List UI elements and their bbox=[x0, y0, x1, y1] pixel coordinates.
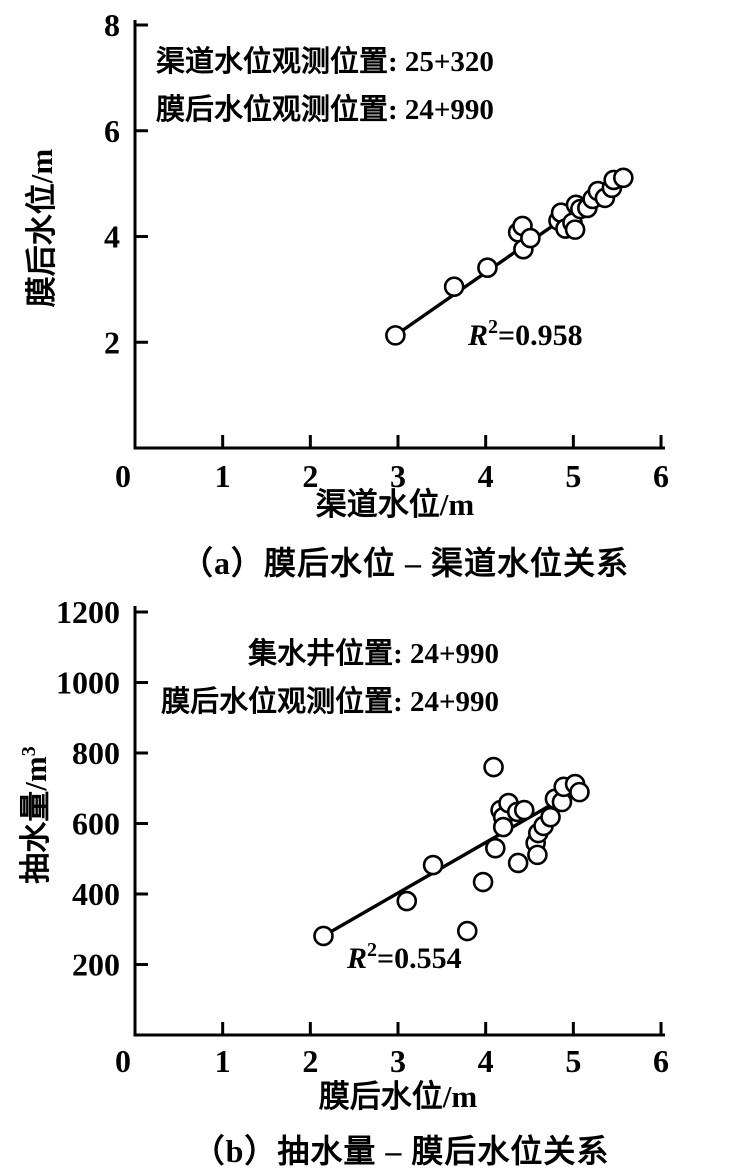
x-tick-label: 1 bbox=[215, 458, 231, 494]
data-point bbox=[483, 756, 504, 778]
y-tick-label: 600 bbox=[72, 806, 120, 842]
x-tick-label: 5 bbox=[565, 1043, 581, 1079]
y-axis-title: 膜后水位/m bbox=[24, 149, 59, 308]
y-tick-label: 1200 bbox=[56, 594, 120, 630]
x-tick-labels: 0 1 2 3 4 5 6 bbox=[115, 458, 669, 494]
annotation-line: 集水井位置: 24+990 bbox=[247, 636, 499, 670]
x-tick-label: 4 bbox=[478, 458, 494, 494]
x-tick-label: 6 bbox=[653, 458, 669, 494]
r-squared-label: R2=0.958 bbox=[467, 316, 583, 352]
x-tick-label: 3 bbox=[390, 458, 406, 494]
axis-ticks bbox=[135, 23, 663, 448]
annotation-line: 膜后水位观测位置: 24+990 bbox=[161, 684, 499, 718]
y-tick-labels: 200 400 600 800 1000 1200 bbox=[56, 594, 120, 983]
data-point bbox=[472, 871, 494, 893]
annotation-line: 膜后水位观测位置: 24+990 bbox=[156, 92, 494, 126]
x-tick-label: 3 bbox=[390, 1043, 406, 1079]
y-tick-label: 4 bbox=[104, 219, 120, 255]
data-point bbox=[564, 219, 586, 240]
y-tick-label: 8 bbox=[104, 7, 120, 43]
x-tick-labels: 0 1 2 3 4 5 6 bbox=[115, 1043, 669, 1079]
y-tick-label: 2 bbox=[104, 324, 120, 360]
scatter-points bbox=[385, 167, 634, 346]
annotation-text: 渠道水位观测位置: 25+320 膜后水位观测位置: 24+990 bbox=[156, 44, 494, 126]
x-tick-label: 1 bbox=[215, 1043, 231, 1079]
data-point bbox=[507, 852, 529, 874]
data-point bbox=[613, 167, 634, 189]
annotation-line: 渠道水位观测位置: 25+320 bbox=[156, 44, 494, 78]
x-tick-label: 2 bbox=[302, 458, 318, 494]
axis-ticks bbox=[135, 610, 663, 1035]
x-tick-label: 5 bbox=[565, 458, 581, 494]
data-point bbox=[540, 806, 561, 828]
x-axis-title: 渠道水位/m bbox=[316, 487, 475, 522]
panel-b-chart: 0 1 2 3 4 5 6 200 400 600 800 1000 1200 抽水量/m3 膜后水位/m 集… bbox=[18, 594, 669, 1114]
data-point bbox=[477, 257, 498, 278]
x-tick-label: 0 bbox=[115, 1043, 131, 1079]
data-point bbox=[443, 276, 465, 298]
x-axis-title: 膜后水位/m bbox=[319, 1079, 478, 1114]
x-tick-label: 2 bbox=[302, 1043, 318, 1079]
y-tick-label: 200 bbox=[72, 947, 120, 983]
axes-frame bbox=[133, 606, 665, 1037]
y-tick-label: 6 bbox=[104, 113, 120, 149]
annotation-text: 集水井位置: 24+990 膜后水位观测位置: 24+990 bbox=[161, 636, 499, 718]
panel-a-caption: （a）膜后水位 – 渠道水位关系 bbox=[180, 545, 630, 581]
x-tick-label: 4 bbox=[478, 1043, 494, 1079]
axes-frame bbox=[133, 20, 665, 450]
y-tick-label: 800 bbox=[72, 735, 120, 771]
x-tick-label: 0 bbox=[115, 458, 131, 494]
x-tick-label: 6 bbox=[653, 1043, 669, 1079]
data-point bbox=[385, 325, 406, 346]
data-point bbox=[527, 844, 548, 866]
y-tick-label: 400 bbox=[72, 876, 120, 912]
data-point bbox=[485, 837, 506, 859]
data-point bbox=[456, 920, 478, 942]
y-axis-title: 抽水量/m3 bbox=[18, 746, 53, 883]
panel-a-chart: 0 1 2 3 4 5 6 2 4 6 8 膜后水位/m 渠道水位/m 渠道水位观测位置: 25+320 膜… bbox=[24, 7, 669, 522]
y-tick-labels: 2 4 6 8 bbox=[104, 7, 120, 360]
data-point bbox=[422, 854, 444, 876]
panel-b-caption: （b）抽水量 – 膜后水位关系 bbox=[192, 1133, 610, 1169]
data-point bbox=[520, 227, 541, 249]
data-point bbox=[513, 799, 535, 821]
data-point bbox=[313, 925, 334, 947]
r-squared-label: R2=0.554 bbox=[346, 939, 462, 975]
data-point bbox=[492, 816, 514, 838]
data-point bbox=[569, 781, 590, 803]
data-point bbox=[396, 890, 418, 912]
scatter-points bbox=[313, 756, 590, 947]
y-tick-label: 1000 bbox=[56, 665, 120, 701]
